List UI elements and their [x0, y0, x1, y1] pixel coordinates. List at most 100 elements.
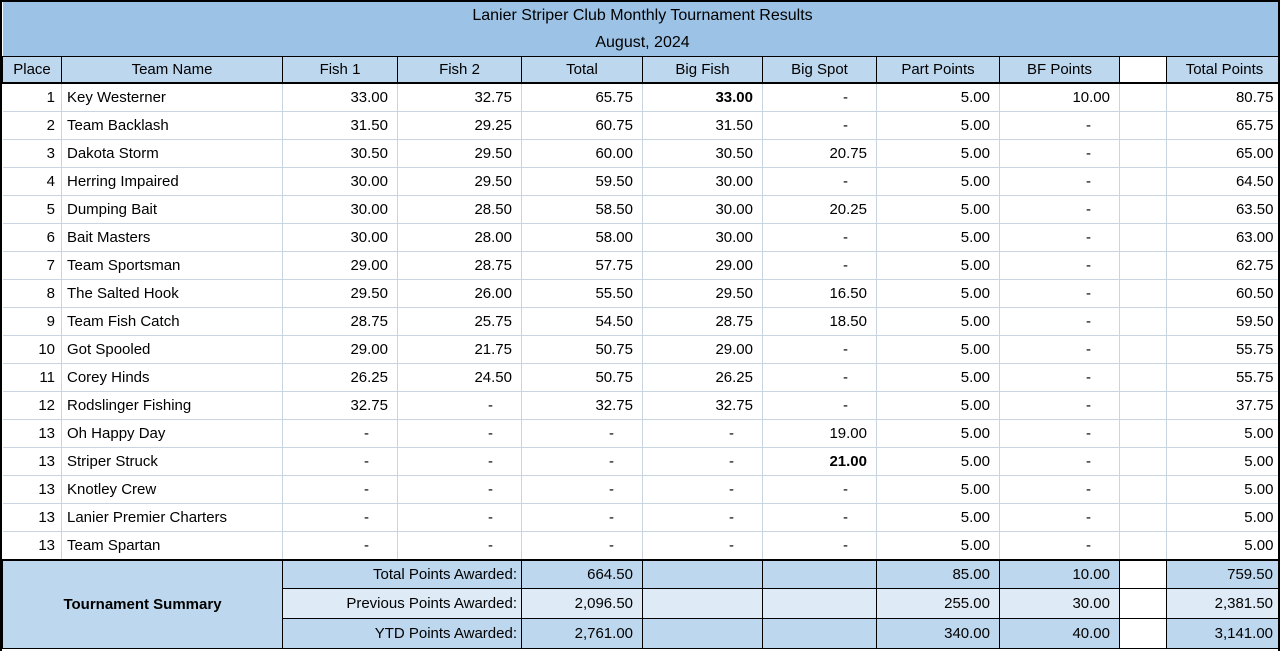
table-row: 13 Lanier Premier Charters - - - - -5.00-5.00	[2, 503, 1278, 532]
cell-total-points: 63.50	[1166, 195, 1278, 224]
cell-place: 3	[2, 139, 62, 168]
cell-total: 32.75	[521, 391, 643, 420]
cell-bf-points: 10.00	[999, 82, 1120, 112]
cell-team: Knotley Crew	[61, 475, 283, 504]
cell-place: 9	[2, 307, 62, 336]
cell-big-spot: 20.75	[762, 139, 877, 168]
cell-total-points: 64.50	[1166, 167, 1278, 196]
cell-bf-points: -	[999, 419, 1120, 448]
cell-fish1: -	[282, 419, 398, 448]
cell-fish1: -	[282, 531, 398, 561]
cell-total-points: 5.00	[1166, 475, 1278, 504]
summary-big-spot-empty	[762, 588, 877, 619]
cell-fish1: 29.50	[282, 279, 398, 308]
cell-fish2: 21.75	[397, 335, 522, 364]
cell-fish1: 28.75	[282, 307, 398, 336]
spacer-cell	[1119, 82, 1167, 112]
cell-big-fish: -	[642, 531, 763, 561]
cell-part-points: 5.00	[876, 363, 1000, 392]
cell-fish1: -	[282, 447, 398, 476]
table-row: 11 Corey Hinds 26.25 24.50 50.75 26.25-5.00-5…	[2, 363, 1278, 392]
spacer-cell	[1119, 223, 1167, 252]
cell-team: Striper Struck	[61, 447, 283, 476]
cell-fish1: 30.00	[282, 195, 398, 224]
table-row: 13 Striper Struck - - - -21.00 5.00-5.00	[2, 447, 1278, 476]
spacer-cell	[1119, 503, 1167, 532]
spacer-cell	[1119, 531, 1167, 561]
cell-total: 57.75	[521, 251, 643, 280]
cell-place: 10	[2, 335, 62, 364]
summary-bf-points: 10.00	[999, 559, 1120, 589]
cell-fish1: 26.25	[282, 363, 398, 392]
summary-big-spot-empty	[762, 618, 877, 649]
cell-fish2: 28.50	[397, 195, 522, 224]
cell-place: 8	[2, 279, 62, 308]
cell-big-spot: 16.50	[762, 279, 877, 308]
cell-big-fish: 30.50	[642, 139, 763, 168]
cell-big-fish: 31.50	[642, 111, 763, 140]
cell-fish2: 29.50	[397, 167, 522, 196]
cell-team: Key Westerner	[61, 82, 283, 112]
cell-total-points: 55.75	[1166, 335, 1278, 364]
cell-fish1: 30.00	[282, 167, 398, 196]
cell-part-points: 5.00	[876, 251, 1000, 280]
column-header-row: Place Team Name Fish 1 Fish 2 Total Big …	[2, 56, 1278, 84]
cell-total-points: 5.00	[1166, 531, 1278, 561]
spacer-cell	[1119, 139, 1167, 168]
cell-fish2: -	[397, 531, 522, 561]
cell-big-fish: 29.50	[642, 279, 763, 308]
cell-fish2: -	[397, 419, 522, 448]
cell-part-points: 5.00	[876, 531, 1000, 561]
cell-bf-points: -	[999, 167, 1120, 196]
cell-part-points: 5.00	[876, 167, 1000, 196]
cell-team: Oh Happy Day	[61, 419, 283, 448]
cell-bf-points: -	[999, 391, 1120, 420]
summary-big-fish-empty	[642, 559, 763, 589]
cell-total-points: 5.00	[1166, 419, 1278, 448]
spacer-cell	[1119, 391, 1167, 420]
summary-total-value: 2,761.00	[521, 618, 643, 649]
cell-big-fish: -	[642, 419, 763, 448]
spacer-cell	[1119, 419, 1167, 448]
cell-fish1: 30.50	[282, 139, 398, 168]
spacer-cell	[1119, 559, 1167, 589]
summary-big-fish-empty	[642, 588, 763, 619]
cell-bf-points: -	[999, 111, 1120, 140]
summary-total-points: 2,381.50	[1166, 588, 1278, 619]
table-row: 13 Team Spartan - - - - -5.00-5.00	[2, 531, 1278, 561]
cell-team: Lanier Premier Charters	[61, 503, 283, 532]
cell-total-points: 55.75	[1166, 363, 1278, 392]
column-header-part-points: Part Points	[876, 56, 1000, 84]
summary-part-points: 340.00	[876, 618, 1000, 649]
column-header-total-points: Total Points	[1166, 56, 1278, 84]
cell-team: Team Spartan	[61, 531, 283, 561]
cell-place: 13	[2, 447, 62, 476]
cell-bf-points: -	[999, 531, 1120, 561]
spacer-cell	[1119, 251, 1167, 280]
cell-bf-points: -	[999, 251, 1120, 280]
table-row: 3 Dakota Storm 30.50 29.50 60.00 30.50 20.75 5.…	[2, 139, 1278, 168]
cell-total-points: 63.00	[1166, 223, 1278, 252]
table-row: 7 Team Sportsman 29.00 28.75 57.75 29.00-5.00…	[2, 251, 1278, 280]
cell-fish1: -	[282, 475, 398, 504]
cell-big-fish: 29.00	[642, 251, 763, 280]
cell-place: 12	[2, 391, 62, 420]
cell-fish1: 32.75	[282, 391, 398, 420]
cell-big-fish: 28.75	[642, 307, 763, 336]
cell-total-points: 62.75	[1166, 251, 1278, 280]
cell-place: 7	[2, 251, 62, 280]
cell-total: -	[521, 475, 643, 504]
cell-big-spot: -	[762, 391, 877, 420]
summary-title: Tournament Summary	[2, 559, 283, 649]
summary-bf-points: 30.00	[999, 588, 1120, 619]
cell-total: -	[521, 419, 643, 448]
cell-big-fish: 26.25	[642, 363, 763, 392]
cell-total: 60.00	[521, 139, 643, 168]
cell-team: Herring Impaired	[61, 167, 283, 196]
cell-total: 54.50	[521, 307, 643, 336]
summary-total-points: 3,141.00	[1166, 618, 1278, 649]
results-rows: 1 Key Westerner 33.00 32.75 65.75 33.00-5.00 1…	[2, 82, 1278, 561]
cell-big-spot: -	[762, 251, 877, 280]
cell-part-points: 5.00	[876, 447, 1000, 476]
spacer-cell	[1119, 279, 1167, 308]
